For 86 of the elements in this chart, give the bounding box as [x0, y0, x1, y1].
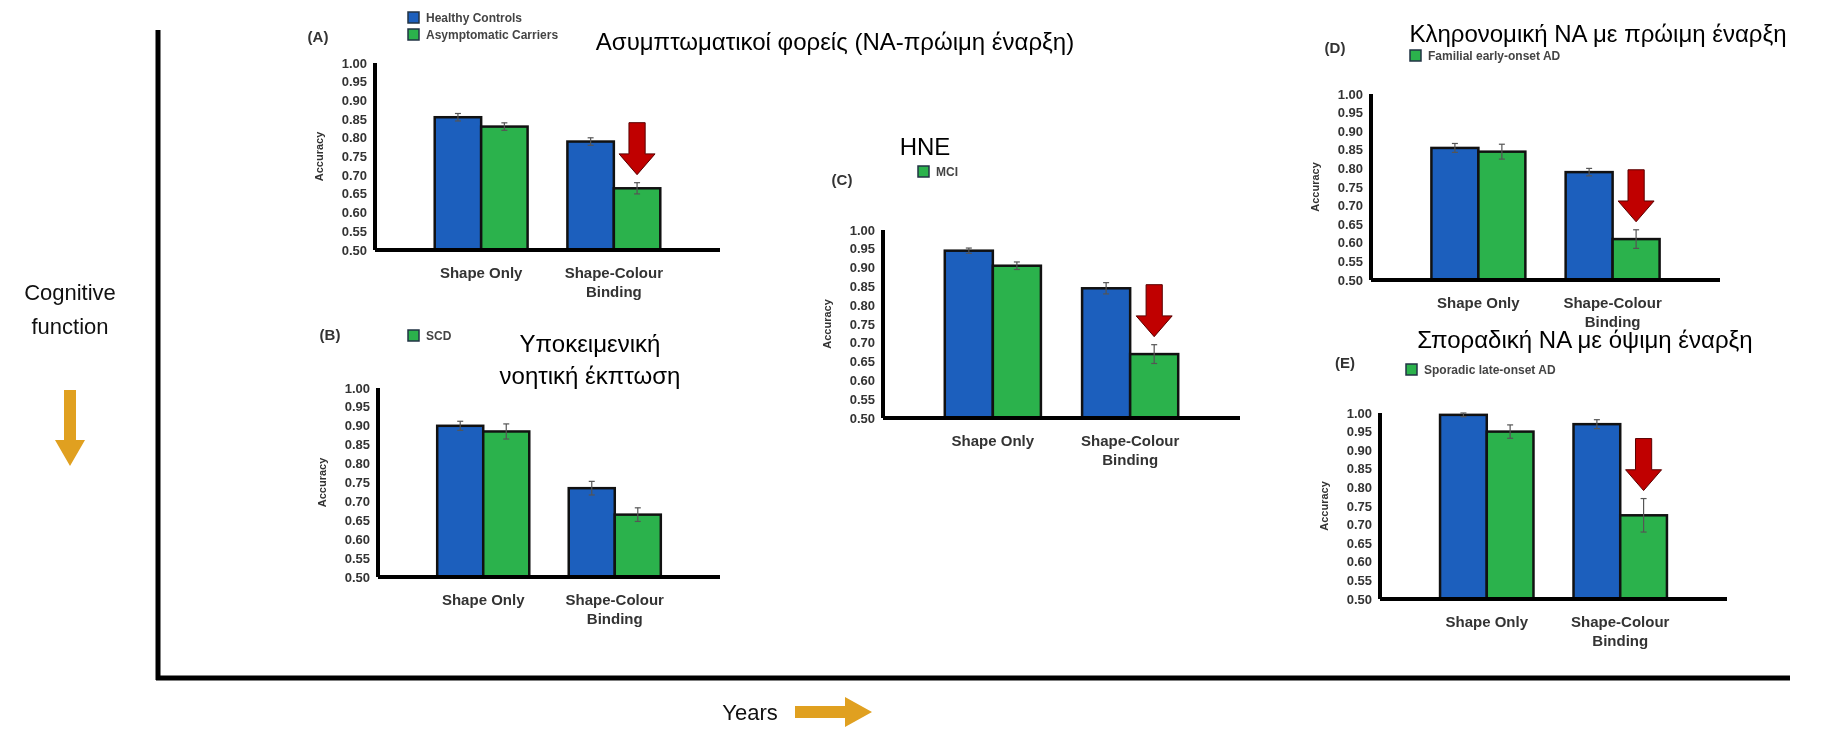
text: Cognitive function [24, 280, 116, 339]
y-tick-label: 0.85 [1337, 142, 1363, 158]
y-tick-label: 0.60 [341, 205, 367, 221]
y-tick-label: 0.60 [344, 531, 370, 547]
y-tick-label: 0.50 [1337, 272, 1363, 288]
x-tick-label: Shape Only [441, 591, 526, 608]
y-tick-label: 0.60 [1346, 554, 1372, 570]
chart-subtitle: ΗΝΕ [899, 133, 951, 160]
y-tick-label: 1.00 [1346, 405, 1372, 421]
y-tick-label: 0.75 [341, 149, 367, 165]
y-tick-label: 1.00 [344, 380, 370, 396]
chart-title: (D) [1324, 39, 1346, 56]
y-tick-label: 0.95 [1337, 105, 1363, 121]
y-tick-label: 0.50 [341, 242, 367, 258]
y-tick-label: 0.95 [344, 399, 370, 415]
y-tick-label: 0.50 [344, 569, 370, 585]
y-tick-label: 0.95 [849, 241, 875, 257]
chart-title: (C) [831, 171, 853, 188]
y-tick-label: 0.65 [849, 354, 875, 370]
y-tick-label: 0.85 [1346, 461, 1372, 477]
x-tick-label: Shape Only [1437, 294, 1521, 311]
x-tick-label: Shape Only [951, 432, 1035, 449]
chart-title: (A) [307, 28, 329, 45]
y-tick-label: 0.75 [1337, 179, 1363, 195]
y-tick-label: 0.50 [1346, 591, 1372, 607]
y-tick-label: 1.00 [341, 55, 367, 71]
y-tick-label: 0.90 [344, 418, 370, 434]
chart-title: (E) [1335, 354, 1355, 371]
y-tick-label: 0.90 [1346, 442, 1372, 458]
y-tick-label: 0.75 [849, 316, 875, 332]
y-tick-label: 0.85 [344, 437, 370, 453]
y-tick-label: 0.75 [1346, 498, 1372, 514]
x-tick-label: Shape-Colour Binding [1080, 432, 1180, 468]
y-tick-label: 0.80 [1337, 160, 1363, 176]
y-axis-title: Accuracy [1309, 161, 1321, 212]
text: Ασυμπτωματικοί φορείς (ΝΑ-πρώιμη έναρξη) [595, 28, 1075, 55]
y-axis-title: Accuracy [313, 130, 325, 182]
y-tick-label: 0.90 [849, 260, 875, 276]
y-tick-label: 0.90 [341, 92, 367, 108]
y-tick-label: 0.80 [344, 456, 370, 472]
text: Years [722, 700, 778, 725]
y-tick-label: 0.55 [1346, 572, 1372, 588]
y-tick-label: 0.70 [849, 335, 875, 351]
y-tick-label: 0.95 [341, 74, 367, 90]
legend-label: Healthy Controls [426, 11, 523, 25]
y-axis-title: Accuracy [821, 298, 833, 349]
y-tick-label: 0.50 [849, 410, 875, 426]
legend-label: Sporadic late-onset AD [1424, 363, 1556, 377]
y-tick-label: 0.85 [341, 111, 367, 127]
x-tick-label: Shape-Colour Binding [565, 591, 665, 627]
y-tick-label: 0.70 [1337, 198, 1363, 214]
y-tick-label: 0.65 [341, 186, 367, 202]
y-tick-label: 0.75 [344, 475, 370, 491]
y-tick-label: 0.60 [849, 372, 875, 388]
chart-title: (B) [319, 326, 341, 343]
y-tick-label: 1.00 [1337, 86, 1363, 102]
y-tick-label: 0.80 [341, 130, 367, 146]
y-tick-label: 0.70 [344, 493, 370, 509]
chart-subtitle: Κληρονομική ΝΑ με πρώιμη έναρξη [1409, 20, 1787, 47]
x-tick-label: Shape-Colour Binding [564, 264, 664, 300]
y-tick-label: 0.70 [341, 167, 367, 183]
y-tick-label: 0.55 [849, 391, 875, 407]
y-tick-label: 0.65 [344, 512, 370, 528]
y-tick-label: 0.55 [1337, 253, 1363, 269]
x-tick-label: Shape Only [439, 264, 524, 281]
y-tick-label: 0.70 [1346, 517, 1372, 533]
y-tick-label: 0.80 [1346, 479, 1372, 495]
legend-label: MCI [936, 165, 958, 179]
y-tick-label: 0.80 [849, 297, 875, 313]
y-tick-label: 0.55 [341, 223, 367, 239]
x-tick-label: Shape Only [1445, 613, 1529, 630]
y-tick-label: 0.55 [344, 550, 370, 566]
y-tick-label: 0.60 [1337, 235, 1363, 251]
y-tick-label: 0.65 [1346, 535, 1372, 551]
y-axis-title: Accuracy [1318, 480, 1330, 531]
y-tick-label: 1.00 [849, 222, 875, 238]
y-tick-label: 0.95 [1346, 424, 1372, 440]
y-axis-title: Accuracy [316, 456, 328, 508]
legend-label: Asymptomatic Carriers [426, 28, 559, 42]
y-tick-label: 0.85 [849, 278, 875, 294]
y-tick-label: 0.90 [1337, 123, 1363, 139]
chart-subtitle: Υποκειμενική νοητική έκπτωση [499, 330, 681, 389]
x-tick-label: Shape-Colour Binding [1571, 613, 1670, 649]
y-tick-label: 0.65 [1337, 216, 1363, 232]
legend-label: Familial early-onset AD [1428, 49, 1561, 63]
legend-label: SCD [426, 329, 452, 343]
